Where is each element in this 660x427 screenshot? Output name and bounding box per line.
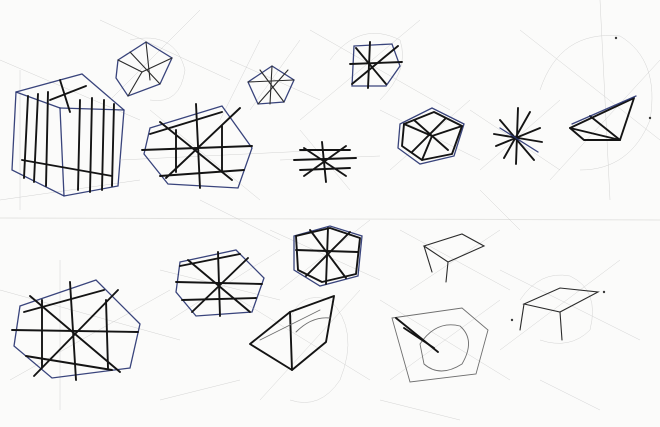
sketch-plane-arcs-right (499, 259, 641, 351)
sketch-star-plane-large (119, 39, 331, 201)
sketch-circle-square-fold (379, 299, 511, 383)
sketch-spiky-star (469, 99, 561, 171)
sketch-cube-diagonals (299, 19, 451, 121)
sketch-outlined-cube (379, 99, 481, 171)
sketch-star-plane-bottom-center (159, 249, 281, 321)
sketch-plane-ellipse (239, 289, 371, 403)
sketch-small-star (279, 129, 381, 191)
page-seam-line (0, 217, 660, 221)
sketch-small-cube-circle (99, 9, 231, 101)
sketch-small-diamond-cube (229, 39, 321, 111)
sketch-small-folded-plane (399, 229, 511, 291)
sketch-striped-cube (0, 59, 141, 210)
sketch-circle-folded-plane (519, 0, 660, 201)
sketch-cube-bottom (269, 219, 381, 291)
construction-lines (159, 189, 601, 421)
sketch-star-plane-bottom-left (0, 260, 181, 410)
